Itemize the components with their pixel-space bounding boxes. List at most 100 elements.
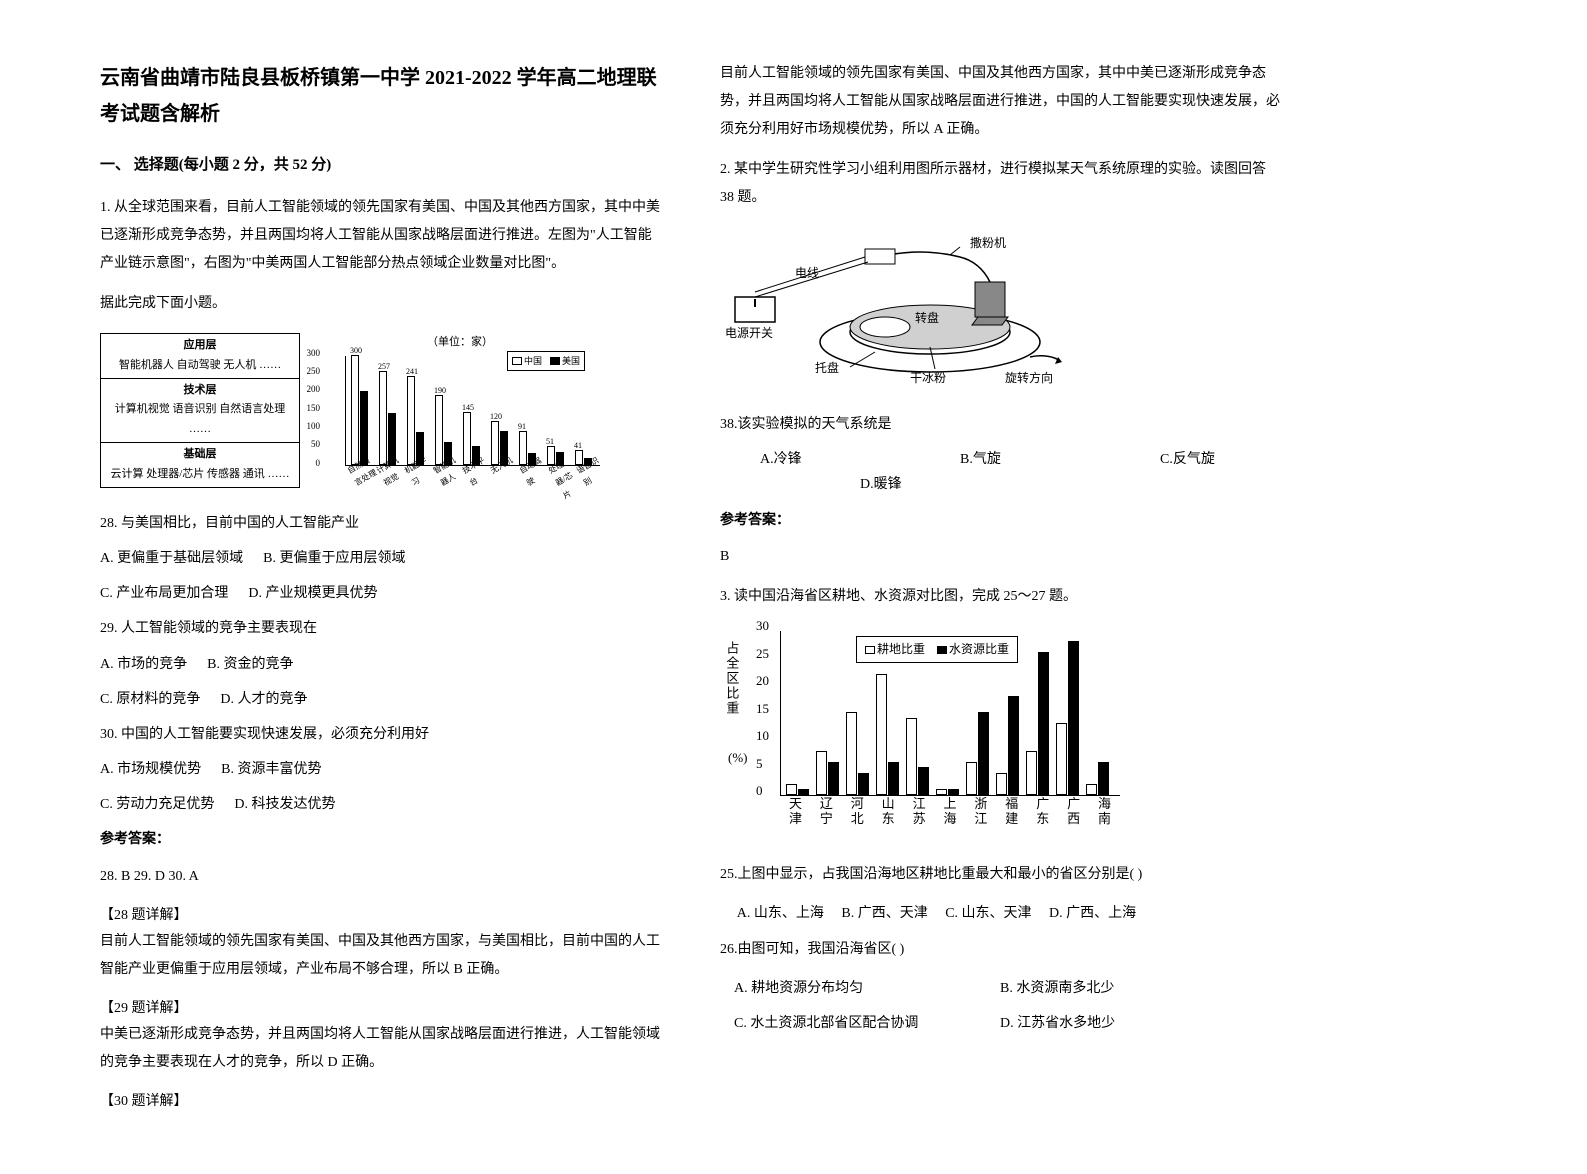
- q25-c: C. 山东、天津: [945, 906, 1031, 921]
- chart2-x-label: 山东: [873, 796, 904, 827]
- section-heading: 一、 选择题(每小题 2 分，共 52 分): [100, 152, 660, 179]
- chart2-y-tick: 15: [756, 697, 769, 720]
- layer-base-items: 云计算 处理器/芯片 传感器 通讯 ……: [105, 465, 295, 485]
- chart1-bar-group: 241: [407, 376, 424, 464]
- q38-a: A.冷锋: [760, 447, 960, 472]
- chart2-legend: 耕地比重 水资源比重: [856, 636, 1018, 664]
- exp28-label: 【28 题详解】: [100, 903, 660, 928]
- exp29-text: 中美已逐渐形成竞争态势，并且两国均将人工智能从国家战略层面进行推进，人工智能领域…: [100, 1021, 660, 1077]
- chart2-x-label: 广东: [1027, 796, 1058, 827]
- q26-c: C. 水土资源北部省区配合协调: [734, 1016, 918, 1031]
- chart2-x-label: 辽宁: [811, 796, 842, 827]
- legend-swatch-water: [937, 646, 947, 654]
- q30-d: D. 科技发达优势: [234, 792, 335, 817]
- layer-app-items: 智能机器人 自动驾驶 无人机 ……: [105, 356, 295, 376]
- q30-b: B. 资源丰富优势: [221, 757, 321, 782]
- layer-tech-title: 技术层: [105, 381, 295, 401]
- chart1-y-tick: 50: [311, 436, 320, 452]
- chart2-bar-group: [816, 751, 839, 795]
- figure-1: 应用层智能机器人 自动驾驶 无人机 …… 技术层计算机视觉 语音识别 自然语言处…: [100, 333, 660, 496]
- exp-dryice-label: 干冰粉: [910, 371, 946, 385]
- q1-intro: 1. 从全球范围来看，目前人工智能领域的领先国家有美国、中国及其他西方国家，其中…: [100, 194, 660, 278]
- right-column: 目前人工智能领域的领先国家有美国、中国及其他西方国家，其中中美已逐渐形成竞争态势…: [720, 60, 1280, 1114]
- q25-a: A. 山东、上海: [737, 906, 824, 921]
- q3-intro: 3. 读中国沿海省区耕地、水资源对比图，完成 25～27 题。: [720, 583, 1280, 611]
- q1-answers: 28. B 29. D 30. A: [100, 863, 660, 891]
- chart1-y-tick: 100: [307, 418, 321, 434]
- legend-swatch-land: [865, 646, 875, 654]
- q25-d: D. 广西、上海: [1049, 906, 1136, 921]
- q38-d: D.暖锋: [860, 477, 902, 492]
- q1-note: 据此完成下面小题。: [100, 290, 660, 318]
- layer-tech-items: 计算机视觉 语音识别 自然语言处理 ……: [105, 400, 295, 440]
- chart2-y-tick: 30: [756, 614, 769, 637]
- q26: 26.由图可知，我国沿海省区( ): [720, 936, 1280, 964]
- chart2-x-label: 广西: [1058, 796, 1089, 827]
- exp29-label: 【29 题详解】: [100, 996, 660, 1021]
- legend-land: 耕地比重: [877, 639, 925, 661]
- chart2-bar-group: [996, 696, 1019, 795]
- chart2-bar-group: [1086, 762, 1109, 795]
- q38: 38.该实验模拟的天气系统是: [720, 412, 1280, 437]
- exp-tray-label: 托盘: [815, 360, 839, 375]
- document-title: 云南省曲靖市陆良县板桥镇第一中学 2021-2022 学年高二地理联考试题含解析: [100, 60, 660, 132]
- q29: 29. 人工智能领域的竞争主要表现在: [100, 616, 660, 641]
- chart1-y-tick: 250: [307, 363, 321, 379]
- chart2-bar-group: [846, 712, 869, 795]
- chart2-x-label: 河北: [842, 796, 873, 827]
- chart2-bar-group: [786, 784, 809, 795]
- chart1-y-tick: 300: [307, 345, 321, 361]
- chart2-y-unit: (%): [728, 746, 748, 769]
- chart1-y-tick: 0: [316, 455, 321, 471]
- chart2-x-label: 浙江: [965, 796, 996, 827]
- q38-b: B.气旋: [960, 447, 1160, 472]
- exp-spreader-label: 撒粉机: [970, 235, 1006, 250]
- chart2-x-label: 福建: [996, 796, 1027, 827]
- q25-b: B. 广西、天津: [841, 906, 927, 921]
- chart2-bar-group: [876, 674, 899, 795]
- q28-b: B. 更偏重于应用层领域: [263, 546, 405, 571]
- chart2-bar-group: [966, 712, 989, 795]
- q29-c: C. 原材料的竞争: [100, 687, 200, 712]
- layer-app-title: 应用层: [105, 336, 295, 356]
- chart2-y-tick: 10: [756, 724, 769, 747]
- q28-c: C. 产业布局更加合理: [100, 581, 228, 606]
- q26-d: D. 江苏省水多地少: [1000, 1016, 1115, 1031]
- answer-label-2: 参考答案：: [720, 508, 1280, 533]
- chart1-y-tick: 200: [307, 381, 321, 397]
- exp28-text: 目前人工智能领域的领先国家有美国、中国及其他西方国家，与美国相比，目前中国的人工…: [100, 928, 660, 984]
- exp30-text: 目前人工智能领域的领先国家有美国、中国及其他西方国家，其中中美已逐渐形成竞争态势…: [720, 60, 1280, 144]
- chart2-y-tick: 20: [756, 669, 769, 692]
- q2-intro: 2. 某中学生研究性学习小组利用图所示器材，进行模拟某天气系统原理的实验。读图回…: [720, 156, 1280, 212]
- q30: 30. 中国的人工智能要实现快速发展，必须充分利用好: [100, 722, 660, 747]
- q26-a: A. 耕地资源分布均匀: [734, 981, 863, 996]
- chart2-y-tick: 25: [756, 642, 769, 665]
- q29-a: A. 市场的竞争: [100, 652, 187, 677]
- bar-chart-1: （单位：家） 中国 美国 050100150200250300 30025724…: [320, 333, 600, 496]
- chart2-x-label: 江苏: [904, 796, 935, 827]
- experiment-diagram: 电线 电源开关 托盘 转盘 干冰粉 旋转方向 撒粉机: [720, 227, 1100, 397]
- chart2-bar-group: [936, 789, 959, 795]
- chart1-y-tick: 150: [307, 400, 321, 416]
- q38-c: C.反气旋: [1160, 447, 1215, 472]
- q30-c: C. 劳动力充足优势: [100, 792, 214, 817]
- chart2-bar-group: [1056, 641, 1079, 795]
- exp-rotdir-label: 旋转方向: [1005, 370, 1053, 385]
- answer-label-1: 参考答案：: [100, 827, 660, 852]
- exp-disk-label: 转盘: [915, 310, 939, 325]
- q25: 25.上图中显示，占我国沿海地区耕地比重最大和最小的省区分别是( ): [720, 861, 1280, 889]
- chart2-area: 耕地比重 水资源比重 051015202530: [780, 631, 1120, 796]
- chart2-y-label: 占全区比重: [720, 641, 743, 716]
- exp-wire-label: 电线: [795, 266, 819, 280]
- q29-d: D. 人才的竞争: [220, 687, 307, 712]
- q28-a: A. 更偏重于基础层领域: [100, 546, 243, 571]
- exp-switch-label: 电源开关: [725, 326, 773, 340]
- q28-d: D. 产业规模更具优势: [248, 581, 377, 606]
- q28: 28. 与美国相比，目前中国的人工智能产业: [100, 511, 660, 536]
- layer-base-title: 基础层: [105, 445, 295, 465]
- left-column: 云南省曲靖市陆良县板桥镇第一中学 2021-2022 学年高二地理联考试题含解析…: [100, 60, 660, 1114]
- chart2-bar-group: [906, 718, 929, 795]
- q30-a: A. 市场规模优势: [100, 757, 201, 782]
- chart1-x-labels: 自然语言处理计算机视觉机器学习智能机器人技术平台无人机自动驾驶处理器/芯片语音识…: [345, 466, 600, 509]
- q2-answer: B: [720, 543, 1280, 571]
